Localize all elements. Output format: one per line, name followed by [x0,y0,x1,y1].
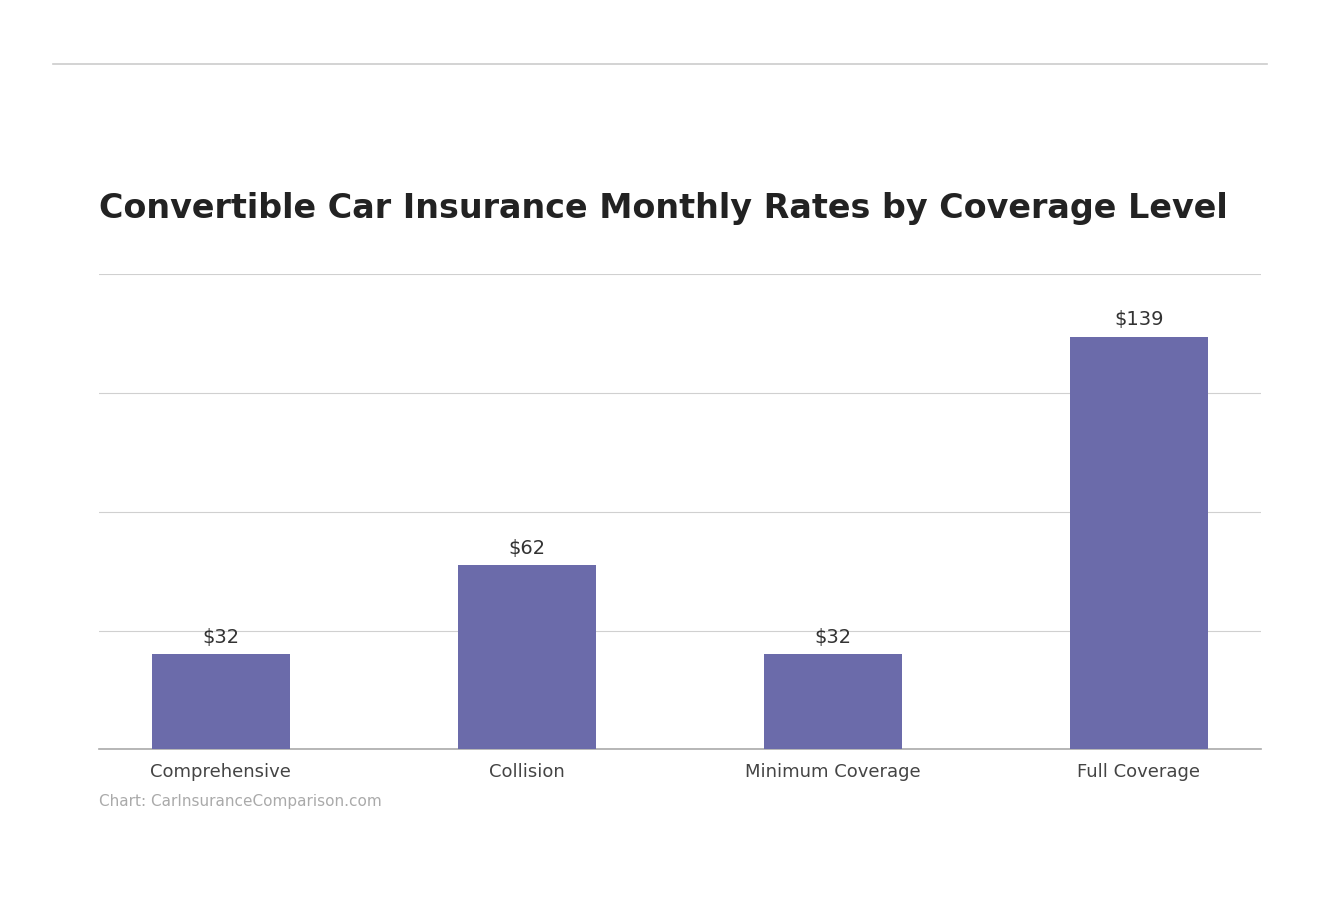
Text: $62: $62 [508,539,545,558]
Text: Chart: CarInsuranceComparison.com: Chart: CarInsuranceComparison.com [99,794,381,809]
Bar [152,654,289,749]
Text: $32: $32 [814,628,851,647]
Bar [458,565,595,749]
Text: $32: $32 [202,628,239,647]
Bar [1071,336,1208,749]
Bar [764,654,902,749]
Text: $139: $139 [1114,310,1164,329]
Text: Convertible Car Insurance Monthly Rates by Coverage Level: Convertible Car Insurance Monthly Rates … [99,192,1228,225]
